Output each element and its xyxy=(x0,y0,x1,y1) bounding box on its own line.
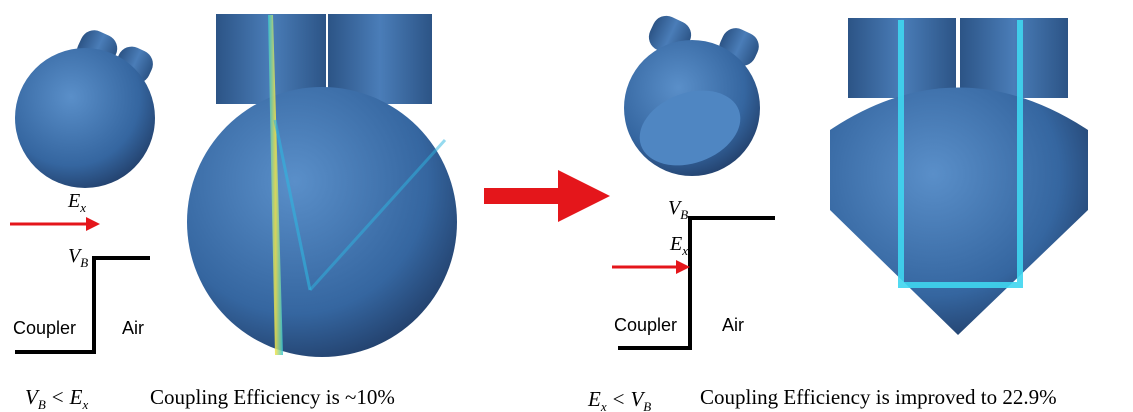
ex-label: Ex xyxy=(669,233,688,258)
small-sphere-right xyxy=(624,11,763,178)
ex-label: Ex xyxy=(67,190,86,215)
vb-label: VB xyxy=(668,197,688,222)
arrow-head xyxy=(86,217,100,231)
coupler-model-right xyxy=(830,18,1088,335)
coupler-label: Coupler xyxy=(614,315,677,335)
vb-label: VB xyxy=(68,245,88,270)
coupler-label: Coupler xyxy=(13,318,76,338)
small-sphere-left xyxy=(15,26,157,188)
air-label: Air xyxy=(122,318,144,338)
caption: Coupling Efficiency is improved to 22.9% xyxy=(700,385,1057,409)
coupler-model-left xyxy=(187,14,457,357)
condition: VB<Ex xyxy=(25,385,88,412)
arrow-head xyxy=(676,260,690,274)
caption: Coupling Efficiency is ~10% xyxy=(150,385,395,409)
figure: Ex VB Coupler Air VB Ex Coupler Air VB<E… xyxy=(0,0,1133,412)
air-label: Air xyxy=(722,315,744,335)
transition-arrow xyxy=(484,170,610,222)
condition: Ex<VB xyxy=(587,387,651,412)
